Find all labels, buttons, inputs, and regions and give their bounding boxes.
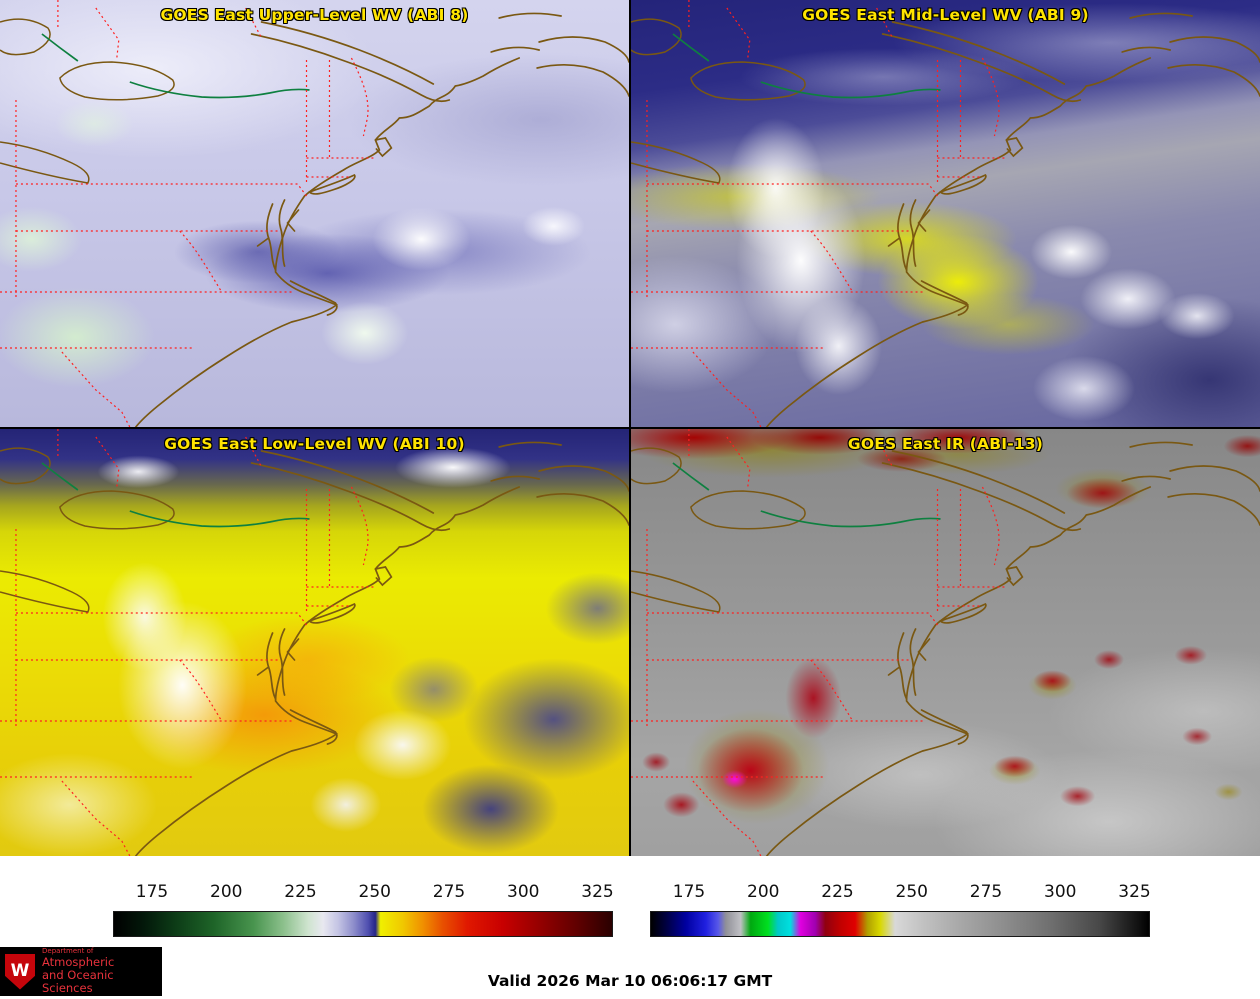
colorbar-wv-ticks: 175 200 225 250 275 300 325 — [113, 856, 614, 908]
panel-upper-level-wv: GOES East Upper-Level WV (ABI 8) — [0, 0, 629, 427]
tick-label: 200 — [210, 882, 243, 902]
tick-label: 225 — [821, 882, 854, 902]
colorbar-wv-gradient — [113, 911, 613, 937]
geography-outline-icon — [631, 429, 1260, 856]
colorbar-ir: 175 200 225 250 275 300 325 — [650, 856, 1151, 944]
tick-label: 275 — [969, 882, 1003, 902]
geography-outline-icon — [631, 0, 1260, 427]
colorbar-wv: 175 200 225 250 275 300 325 — [113, 856, 614, 944]
uw-aos-logo: W Department of Atmospheric and Oceanic … — [0, 947, 162, 996]
map-overlay-icon — [0, 0, 629, 427]
panel-grid: GOES East Upper-Level WV (ABI 8) GOES Ea… — [0, 0, 1260, 856]
logo-line2: and Oceanic Sciences — [42, 967, 114, 995]
panel-title-upper-level-wv: GOES East Upper-Level WV (ABI 8) — [160, 6, 469, 24]
colorbar-ir-gradient — [650, 911, 1150, 937]
tick-label: 325 — [581, 882, 614, 902]
tick-label: 300 — [1044, 882, 1077, 902]
geography-outline-icon — [0, 429, 629, 856]
geography-outline-icon — [0, 0, 629, 427]
logo-dept-line: Department of — [42, 947, 94, 956]
tick-label: 325 — [1118, 882, 1151, 902]
colorbar-row: 175 200 225 250 275 300 325 175 200 225 … — [0, 856, 1260, 944]
tick-label: 225 — [284, 882, 317, 902]
panel-title-mid-level-wv: GOES East Mid-Level WV (ABI 9) — [802, 6, 1089, 24]
panel-title-low-level-wv: GOES East Low-Level WV (ABI 10) — [164, 435, 465, 453]
map-overlay-icon — [631, 429, 1260, 856]
logo-text: Department of Atmospheric and Oceanic Sc… — [42, 947, 162, 995]
tick-label: 175 — [135, 882, 169, 902]
tick-label: 300 — [507, 882, 540, 902]
tick-label: 200 — [747, 882, 780, 902]
panel-ir: GOES East IR (ABI-13) — [631, 429, 1260, 856]
tick-label: 250 — [895, 882, 928, 902]
tick-label: 275 — [432, 882, 466, 902]
map-overlay-icon — [0, 429, 629, 856]
panel-low-level-wv: GOES East Low-Level WV (ABI 10) — [0, 429, 629, 856]
panel-title-ir: GOES East IR (ABI-13) — [847, 435, 1044, 453]
logo-line1: Atmospheric — [42, 955, 115, 970]
crest-letter: W — [10, 961, 30, 981]
valid-time: Valid 2026 Mar 10 06:06:17 GMT — [487, 972, 773, 990]
tick-label: 175 — [672, 882, 706, 902]
map-overlay-icon — [631, 0, 1260, 427]
colorbar-ir-ticks: 175 200 225 250 275 300 325 — [650, 856, 1151, 908]
panel-mid-level-wv: GOES East Mid-Level WV (ABI 9) — [631, 0, 1260, 427]
footer: W Department of Atmospheric and Oceanic … — [0, 944, 1260, 999]
tick-label: 250 — [358, 882, 391, 902]
